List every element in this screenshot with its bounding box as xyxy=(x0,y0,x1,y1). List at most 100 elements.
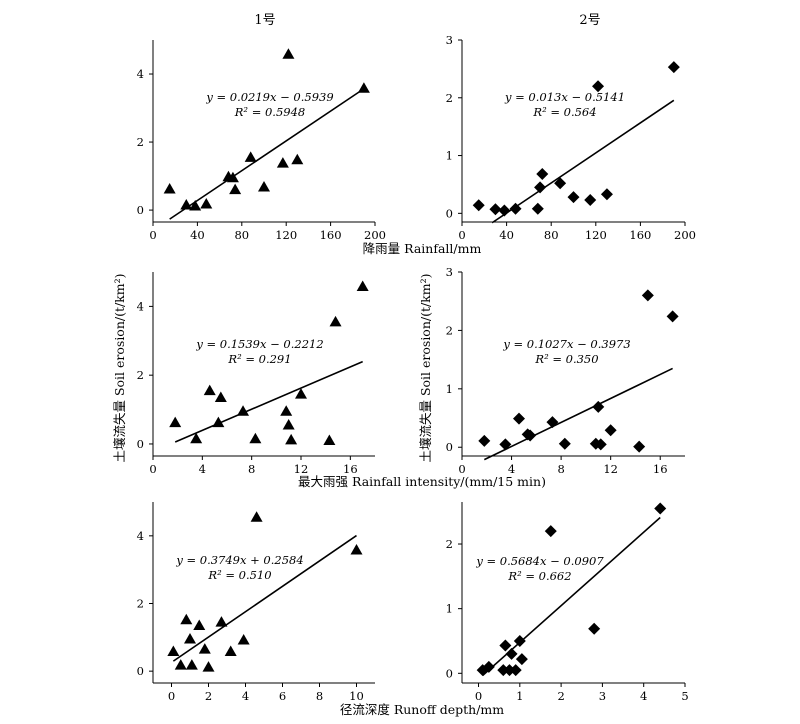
data-point xyxy=(592,80,605,93)
x-tick-label: 120 xyxy=(585,228,607,242)
data-point xyxy=(567,191,580,204)
y-tick-label: 0 xyxy=(137,203,144,217)
data-point xyxy=(633,440,646,453)
data-point xyxy=(554,177,567,190)
y-tick-label: 0 xyxy=(446,440,453,454)
data-point xyxy=(214,391,227,403)
data-point xyxy=(224,645,237,657)
x-tick-label: 40 xyxy=(190,228,205,242)
data-point xyxy=(472,199,485,212)
data-point xyxy=(497,664,510,677)
data-point xyxy=(226,171,239,183)
r-squared: R² = 0.5948 xyxy=(234,105,305,119)
data-point xyxy=(291,153,304,165)
data-point xyxy=(482,660,495,673)
x-tick-label: 160 xyxy=(629,228,651,242)
x-tick-label: 16 xyxy=(653,462,668,476)
data-point xyxy=(323,434,336,446)
y-axis-label-right: 土壤流失量 Soil erosion/(t/km²) xyxy=(418,273,433,462)
column-title-1: 1号 xyxy=(254,13,275,28)
x-tick-label: 120 xyxy=(275,228,297,242)
trend-line xyxy=(483,367,673,461)
data-point xyxy=(509,202,522,215)
data-point xyxy=(666,310,679,323)
data-point xyxy=(237,634,250,645)
data-point xyxy=(641,289,654,302)
data-point xyxy=(524,429,537,442)
trend-line xyxy=(491,99,675,224)
x-tick-label: 12 xyxy=(603,462,618,476)
data-point xyxy=(180,198,193,210)
x-tick-label: 40 xyxy=(499,228,514,242)
data-point xyxy=(350,544,363,555)
data-point xyxy=(276,157,289,168)
x-tick-label: 80 xyxy=(544,228,559,242)
y-tick-label: 2 xyxy=(137,368,144,382)
data-point xyxy=(544,525,557,538)
data-point xyxy=(531,202,544,215)
x-tick-label: 2 xyxy=(205,689,212,703)
data-point xyxy=(280,405,293,416)
x-tick-label: 8 xyxy=(316,689,323,703)
x-tick-label: 4 xyxy=(640,689,647,703)
x-tick-label: 4 xyxy=(508,462,515,476)
x-tick-label: 4 xyxy=(199,462,206,476)
y-tick-label: 2 xyxy=(446,537,453,551)
data-point xyxy=(229,183,242,195)
x-tick-label: 80 xyxy=(234,228,249,242)
r-squared: R² = 0.564 xyxy=(532,105,596,119)
y-tick-label: 4 xyxy=(137,299,144,313)
data-point xyxy=(588,622,601,635)
x-tick-label: 12 xyxy=(294,462,309,476)
data-point xyxy=(600,188,613,201)
data-point xyxy=(584,194,597,207)
x-tick-label: 5 xyxy=(681,689,688,703)
regression-equation: y = 0.5684x − 0.0907 xyxy=(475,554,604,568)
data-point xyxy=(515,653,528,666)
data-point xyxy=(558,437,571,450)
regression-equation: y = 0.3749x + 0.2584 xyxy=(175,553,303,567)
column-title-2: 2号 xyxy=(579,13,600,28)
regression-equation: y = 0.1027x − 0.3973 xyxy=(502,337,630,351)
data-point xyxy=(244,151,257,162)
y-tick-label: 3 xyxy=(446,33,453,47)
y-axis-label-left: 土壤流失量 Soil erosion/(t/km²) xyxy=(112,273,127,462)
data-point xyxy=(509,664,522,677)
x-tick-label: 6 xyxy=(279,689,286,703)
data-point xyxy=(499,639,512,652)
data-point xyxy=(169,416,182,428)
x-tick-label: 200 xyxy=(364,228,386,242)
data-point xyxy=(285,433,298,445)
y-tick-label: 3 xyxy=(446,265,453,279)
x-tick-label: 0 xyxy=(458,462,465,476)
regression-equation: y = 0.013x − 0.5141 xyxy=(504,90,625,104)
data-point xyxy=(654,502,667,515)
data-point xyxy=(237,405,250,416)
y-tick-label: 2 xyxy=(137,135,144,149)
x-tick-label: 0 xyxy=(168,689,175,703)
data-point xyxy=(190,432,203,444)
x-axis-label-intensity: 最大雨强 Rainfall intensity/(mm/15 min) xyxy=(298,474,546,489)
y-tick-label: 0 xyxy=(446,206,453,220)
data-point xyxy=(667,61,680,74)
regression-equation: y = 0.1539x − 0.2212 xyxy=(195,337,323,351)
x-tick-label: 0 xyxy=(149,462,156,476)
regression-equation: y = 0.0219x − 0.5939 xyxy=(205,90,333,104)
x-tick-label: 4 xyxy=(242,689,249,703)
data-point xyxy=(258,180,270,192)
y-tick-label: 1 xyxy=(446,602,453,616)
data-point xyxy=(249,432,262,444)
x-tick-label: 10 xyxy=(349,689,364,703)
x-axis-label-rainfall: 降雨量 Rainfall/mm xyxy=(363,241,482,256)
data-point xyxy=(536,168,549,181)
data-point xyxy=(534,181,547,194)
x-tick-label: 8 xyxy=(557,462,564,476)
data-point xyxy=(185,659,198,670)
data-point xyxy=(163,183,176,194)
trend-line xyxy=(174,360,363,443)
y-tick-label: 1 xyxy=(446,382,453,396)
